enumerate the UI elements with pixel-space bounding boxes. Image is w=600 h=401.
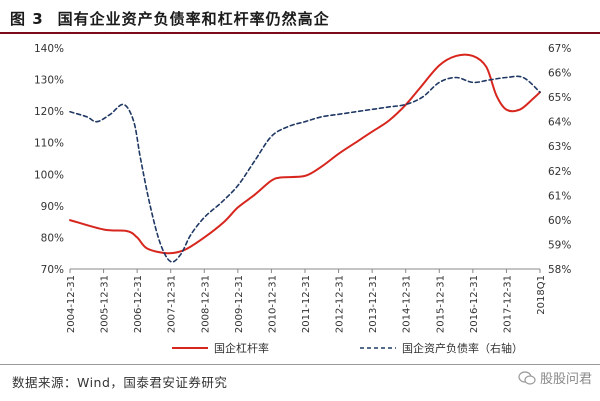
series-line-debt-ratio — [69, 75, 541, 263]
x-tick-label: 2017-12-31 — [502, 275, 513, 333]
x-tick-label: 2016-12-31 — [469, 275, 480, 333]
right-tick-label: 66% — [548, 68, 571, 80]
left-tick-label: 70% — [41, 264, 64, 276]
figure-header: 图 3 国有企业资产负债率和杠杆率仍然高企 — [0, 0, 600, 36]
title-rule — [0, 32, 600, 34]
chart-series — [69, 53, 541, 263]
right-tick-label: 59% — [548, 239, 571, 251]
x-tick-label: 2013-12-31 — [368, 275, 379, 333]
left-tick-label: 120% — [34, 106, 64, 118]
x-tick-label: 2014-12-31 — [402, 275, 413, 333]
left-tick-label: 110% — [34, 138, 64, 150]
right-tick-label: 60% — [548, 215, 571, 227]
right-tick-label: 63% — [548, 141, 571, 153]
right-tick-label: 61% — [548, 190, 571, 202]
figure-title-text: 国有企业资产负债率和杠杆率仍然高企 — [57, 10, 330, 28]
left-tick-label: 100% — [34, 169, 64, 181]
left-tick-label: 80% — [41, 232, 64, 244]
x-tick-label: 2004-12-31 — [66, 275, 77, 333]
x-tick-label: 2011-12-31 — [301, 275, 312, 333]
figure-number: 图 3 — [10, 10, 44, 28]
left-tick-label: 140% — [34, 43, 64, 55]
x-tick-label: 2005-12-31 — [100, 275, 111, 333]
figure-title: 图 3 国有企业资产负债率和杠杆率仍然高企 — [10, 8, 330, 29]
legend-label-leverage: 国企杠杆率 — [214, 341, 269, 355]
x-tick-label: 2015-12-31 — [435, 275, 446, 333]
wechat-icon — [518, 370, 536, 385]
legend-label-debt-ratio: 国企资产负债率（右轴） — [402, 341, 523, 355]
source-rule — [0, 364, 600, 365]
right-tick-label: 65% — [548, 92, 571, 104]
source-note: 数据来源：Wind，国泰君安证券研究 — [12, 375, 228, 390]
left-tick-label: 90% — [41, 201, 64, 213]
right-tick-label: 67% — [548, 43, 571, 55]
x-tick-label: 2018Q1 — [536, 275, 547, 315]
right-tick-label: 58% — [548, 264, 571, 276]
x-tick-label: 2012-12-31 — [335, 275, 346, 333]
left-tick-label: 130% — [34, 75, 64, 87]
line-chart: 70% 80% 90% 100% 110% 120% 130% 140% 58% 59% 60% 61… — [34, 43, 571, 355]
right-tick-label: 64% — [548, 117, 571, 129]
chart-legend: 国企杠杆率 国企资产负债率（右轴） — [172, 341, 523, 355]
right-tick-label: 62% — [548, 166, 571, 178]
series-line-leverage — [69, 53, 541, 255]
x-tick-label: 2009-12-31 — [234, 275, 245, 333]
x-tick-label: 2010-12-31 — [267, 275, 278, 333]
x-tick-label: 2006-12-31 — [133, 275, 144, 333]
watermark-text: 股股问君 — [539, 372, 592, 387]
watermark: 股股问君 — [518, 368, 592, 387]
x-tick-label: 2008-12-31 — [200, 275, 211, 333]
x-tick-label: 2007-12-31 — [167, 275, 178, 333]
chart-axes: 70% 80% 90% 100% 110% 120% 130% 140% 58% 59% 60% 61… — [34, 43, 571, 333]
